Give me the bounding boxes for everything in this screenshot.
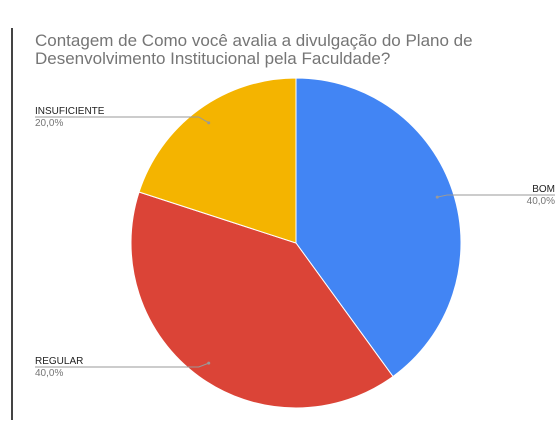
slice-value-label: 40,0% (35, 368, 63, 379)
pie-slice (130, 191, 394, 409)
pie-slice (138, 77, 297, 244)
leader-line (35, 362, 209, 368)
leader-dot (207, 361, 211, 365)
leader-line (437, 194, 555, 198)
pie-slice (295, 77, 462, 378)
slice-label: REGULAR (35, 356, 83, 367)
leader-dot (435, 195, 439, 199)
slice-value-label: 40,0% (527, 196, 555, 207)
chart-title: Desenvolvimento Institucional pela Facul… (35, 49, 390, 68)
slice-value-label: 20,0% (35, 118, 63, 129)
chart-title: Contagem de Como você avalia a divulgaçã… (35, 31, 473, 50)
leader-dot (207, 121, 211, 125)
slice-label: BOM (532, 184, 555, 195)
slice-label: INSUFICIENTE (35, 106, 105, 117)
leader-line (35, 116, 209, 124)
